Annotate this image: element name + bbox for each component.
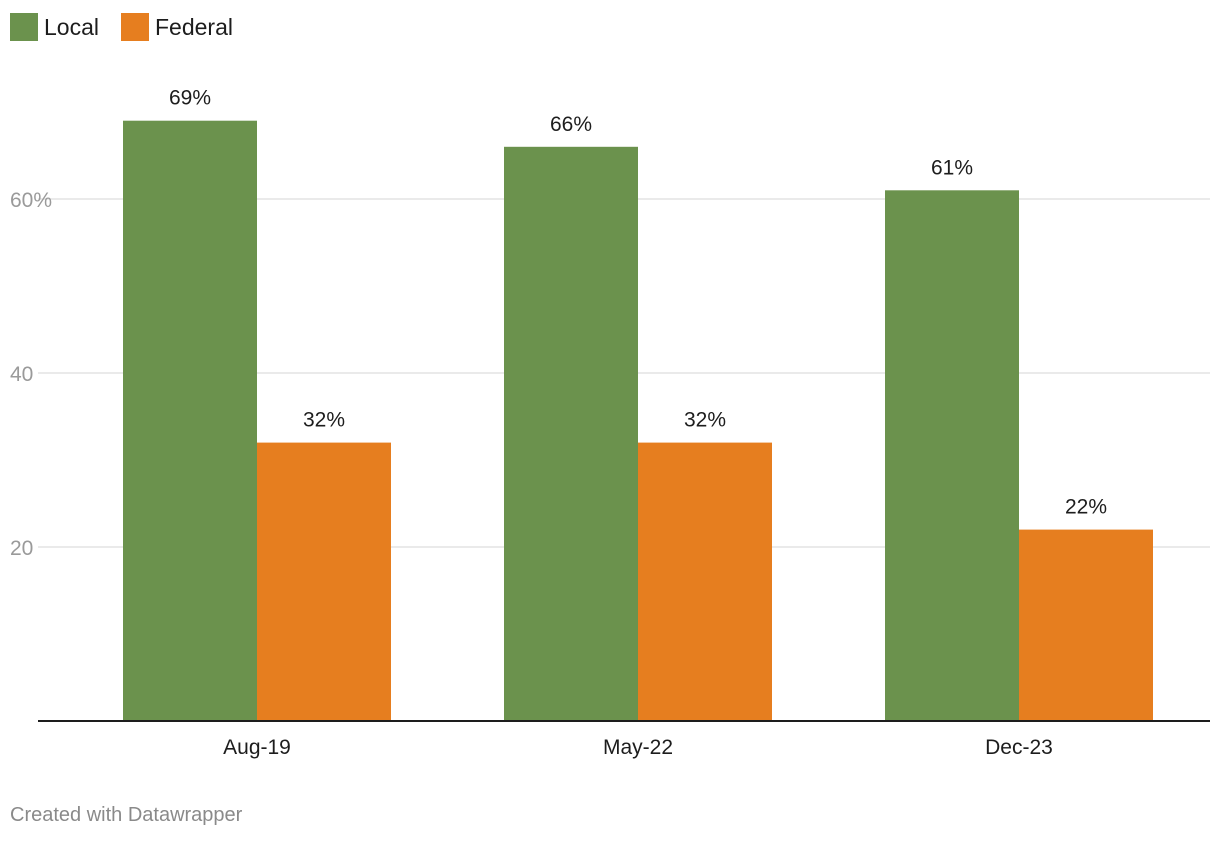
y-tick-label: 60% xyxy=(10,189,52,212)
y-tick-label: 40 xyxy=(10,363,33,386)
legend: Local Federal xyxy=(10,12,255,42)
legend-swatch-federal xyxy=(120,13,149,41)
x-tick-label: Aug-19 xyxy=(223,736,291,759)
x-tick-label: May-22 xyxy=(603,736,673,759)
bar-value-label: 61% xyxy=(931,156,973,179)
bar-value-label: 32% xyxy=(303,409,345,432)
bar-local xyxy=(885,190,1019,722)
legend-label-local: Local xyxy=(44,13,99,40)
bar-value-label: 66% xyxy=(550,113,592,136)
bar-federal xyxy=(638,442,772,721)
bar-federal xyxy=(257,442,391,721)
bar-value-label: 69% xyxy=(169,87,211,110)
y-tick-label: 20 xyxy=(10,537,33,560)
legend-label-federal: Federal xyxy=(154,13,233,40)
legend-item-federal: Federal xyxy=(120,13,233,41)
bar-federal xyxy=(1019,529,1153,721)
footer-credit: Created with Datawrapper xyxy=(10,804,243,826)
bar-value-label: 22% xyxy=(1065,496,1107,519)
bar-value-label: 32% xyxy=(684,409,726,432)
legend-swatch-local xyxy=(10,13,38,41)
bar-local xyxy=(504,146,638,722)
x-tick-label: Dec-23 xyxy=(985,736,1053,759)
legend-item-local: Local xyxy=(10,13,99,41)
bar-local xyxy=(123,120,257,721)
